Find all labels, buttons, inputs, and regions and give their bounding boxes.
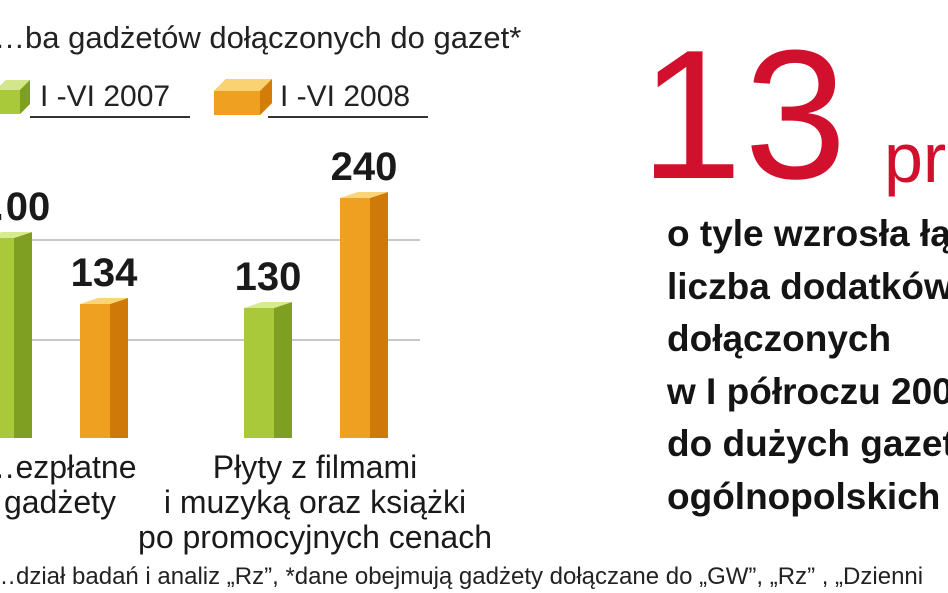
category-label-cds-books: Płyty z filmami i muzyką oraz książki po… xyxy=(138,449,492,555)
highlight-description: o tyle wzrosła łą liczba dodatków dołącz… xyxy=(667,208,948,523)
bar-2007-cat1 xyxy=(0,232,32,438)
category-label-free-gadgets: …ezpłatne gadżety xyxy=(0,449,137,520)
value-label-2008-cat2: 240 xyxy=(331,145,398,189)
legend-item-2008: I -VI 2008 xyxy=(214,72,410,122)
desc-line-3: dołączonych xyxy=(667,318,892,359)
desc-emphasis: dodatków xyxy=(780,265,948,307)
desc-line-6: ogólnopolskich xyxy=(667,475,941,517)
desc-line-2: liczba dodatków xyxy=(667,261,948,314)
highlight-number: 13 xyxy=(640,11,849,217)
chart-title: …ba gadżetów dołączonych do gazet* xyxy=(0,20,522,55)
highlight-unit: pr xyxy=(884,119,947,197)
bar-2007-cat2 xyxy=(244,302,292,438)
legend-label-2008: I -VI 2008 xyxy=(280,80,411,113)
legend-item-2007: I -VI 2007 xyxy=(0,72,170,122)
legend-swatch-2007 xyxy=(0,80,30,114)
desc-line-1: o tyle wzrosła łą xyxy=(667,213,948,254)
bar-chart: …00 130 134 240 xyxy=(0,145,420,438)
legend-underline-2008 xyxy=(268,116,428,118)
legend-swatch-2008 xyxy=(214,79,272,115)
value-label-2007-cat1: …00 xyxy=(0,185,50,229)
legend-label-2007: I -VI 2007 xyxy=(40,80,171,113)
value-label-2007-cat2: 130 xyxy=(235,255,302,299)
legend-underline-2007 xyxy=(30,116,190,118)
value-label-2008-cat1: 134 xyxy=(71,251,138,295)
desc-line-4: w I półroczu 200 xyxy=(667,370,948,412)
bar-2008-cat1 xyxy=(80,298,128,438)
bar-2008-cat2 xyxy=(340,192,388,438)
desc-line-5: do dużych gazet xyxy=(667,423,948,464)
source-note: …dział badań i analiz „Rz”, *dane obejmu… xyxy=(0,563,924,590)
